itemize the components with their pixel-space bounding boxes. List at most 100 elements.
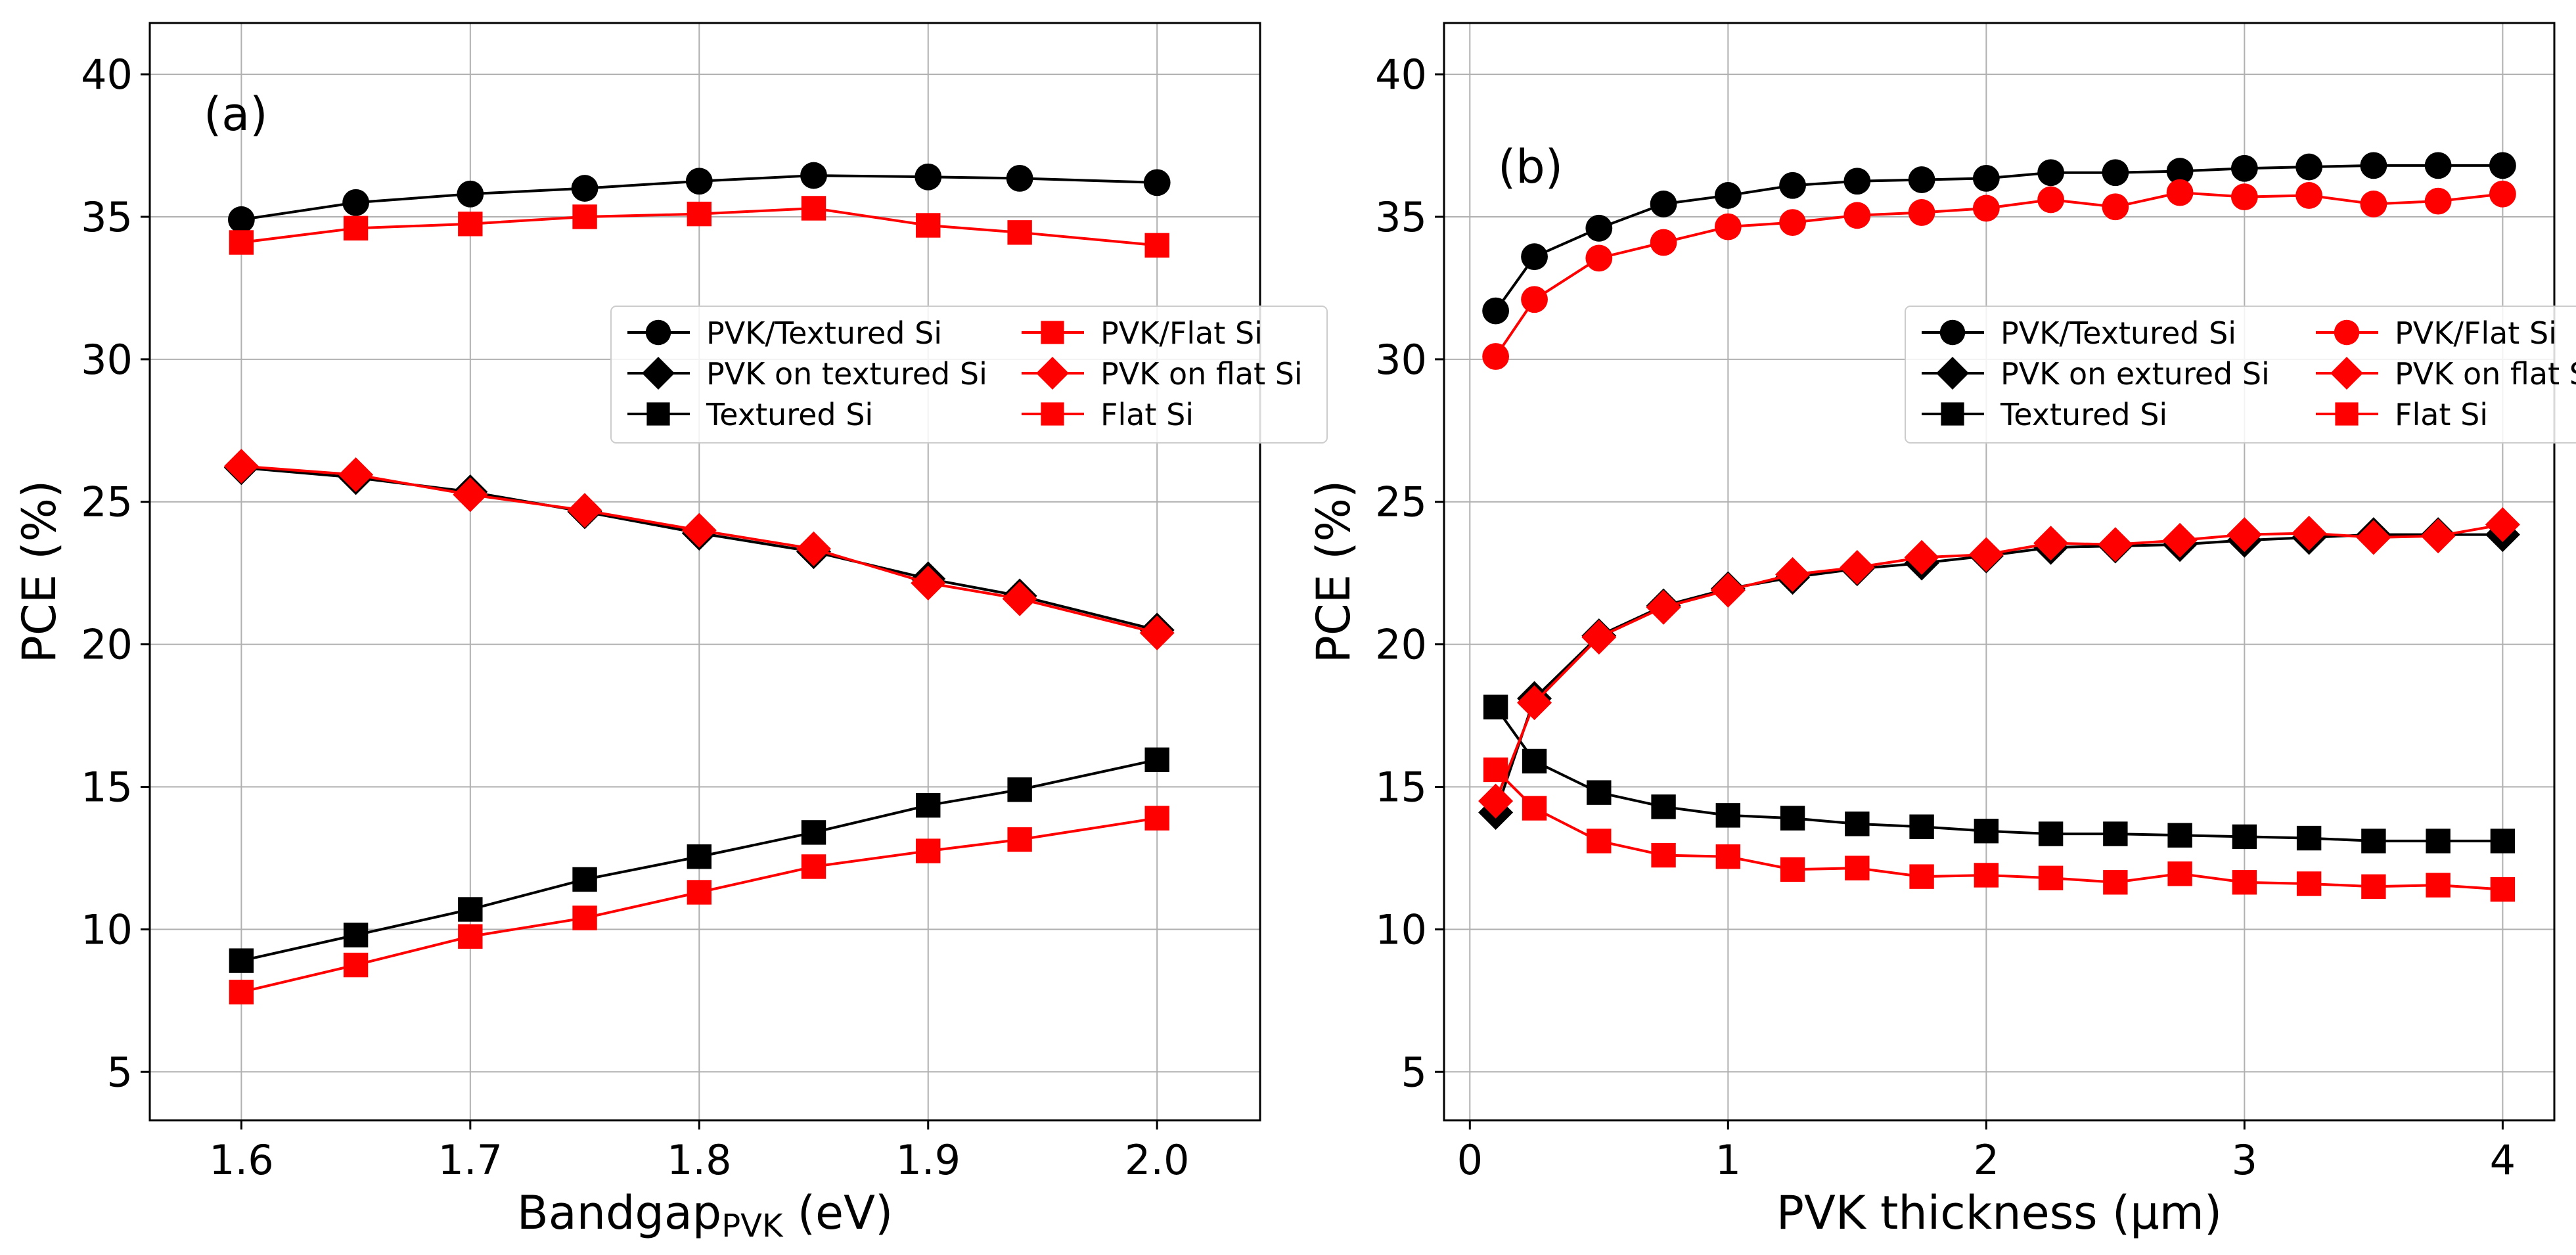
data-point-a-2-6 (916, 792, 941, 818)
data-point-b-5-15 (2426, 873, 2451, 898)
x-axis-label-main-a: Bandgap (517, 1186, 721, 1240)
x-tick-label-b-0: 0 (1457, 1136, 1483, 1184)
data-point-a-2-2 (458, 897, 483, 922)
data-point-b-2-1 (1522, 748, 1547, 774)
data-point-a-4-3 (567, 493, 602, 528)
data-point-b-4-16 (2485, 507, 2520, 542)
data-point-b-3-6 (1843, 202, 1871, 229)
data-point-b-0-14 (2360, 152, 2387, 179)
data-point-b-0-1 (1521, 243, 1548, 271)
y-tick-label-b-4: 25 (1375, 478, 1427, 526)
data-point-a-4-2 (453, 477, 488, 513)
data-point-b-5-10 (2103, 870, 2128, 895)
y-tick-label-b-3: 20 (1375, 621, 1427, 669)
y-tick-label-a-0: 5 (107, 1048, 133, 1096)
series-line-b-1 (1494, 533, 2503, 813)
data-point-a-0-5 (800, 162, 827, 189)
x-tick-label-b-3: 3 (2232, 1136, 2257, 1184)
data-point-b-4-0 (1478, 783, 1514, 819)
data-point-b-5-7 (1909, 864, 1934, 889)
panel-a: 1.6 1.7 1.8 1.9 2.0 5 10 15 20 25 30 35 40 (a) PCE (… (12, 22, 1328, 1244)
data-point-b-2-8 (1974, 819, 1999, 844)
x-tick-label-b-1: 1 (1715, 1136, 1741, 1184)
legend-label-b-5: Flat Si (2395, 397, 2488, 432)
data-point-b-2-9 (2038, 821, 2064, 846)
data-point-b-2-4 (1715, 803, 1741, 828)
data-point-b-5-9 (2038, 865, 2064, 890)
data-point-b-3-5 (1779, 209, 1806, 237)
series-b-5 (1483, 757, 2516, 902)
y-tick-label-a-4: 25 (81, 478, 133, 526)
legend-marker-a-0 (645, 319, 671, 346)
legend-marker-b-0 (1939, 319, 1966, 346)
x-tick-label-a-3: 1.9 (895, 1136, 960, 1184)
data-point-b-0-16 (2489, 152, 2516, 179)
x-axis-label-sub-a: PVK (721, 1208, 784, 1244)
data-point-b-2-11 (2167, 823, 2192, 848)
data-point-a-3-6 (916, 213, 941, 238)
data-point-b-0-9 (2037, 159, 2065, 187)
data-point-b-2-7 (1909, 814, 1934, 839)
data-point-a-4-8 (1139, 615, 1175, 650)
data-point-a-5-8 (1144, 806, 1169, 831)
legend-marker-a-4 (1036, 357, 1069, 390)
data-point-b-2-3 (1651, 794, 1676, 819)
data-point-b-5-2 (1587, 829, 1612, 854)
data-point-a-2-5 (801, 820, 826, 845)
series-b-2 (1483, 695, 2516, 854)
series-line-b-5 (1495, 769, 2503, 891)
data-point-a-3-5 (801, 196, 826, 221)
legend-marker-a-1 (642, 357, 675, 390)
data-point-a-0-1 (342, 189, 370, 216)
legend-marker-a-3 (1041, 321, 1064, 344)
data-point-b-2-14 (2361, 829, 2386, 854)
data-point-b-0-6 (1843, 168, 1871, 195)
data-point-a-5-6 (916, 838, 941, 863)
data-point-a-2-7 (1007, 777, 1032, 802)
data-point-a-5-2 (458, 924, 483, 949)
data-point-b-4-1 (1517, 685, 1552, 721)
series-b-0 (1482, 152, 2516, 325)
x-axis-label-a: BandgapPVK (eV) (517, 1186, 893, 1244)
data-point-b-0-12 (2230, 154, 2258, 182)
data-point-b-3-0 (1482, 343, 1510, 370)
panel-label-b: (b) (1498, 140, 1563, 194)
data-point-b-5-0 (1483, 757, 1508, 783)
data-point-a-0-2 (457, 180, 484, 208)
data-point-b-2-13 (2296, 825, 2322, 851)
data-point-b-5-6 (1845, 856, 1870, 880)
legend-marker-b-3 (2334, 319, 2360, 346)
legend-a: PVK/Textured Si PVK on textured Si Texture… (610, 306, 1328, 444)
data-point-b-0-4 (1714, 182, 1742, 209)
data-point-a-4-6 (911, 565, 946, 601)
y-tick-label-b-7: 40 (1375, 51, 1427, 99)
data-point-b-3-14 (2360, 191, 2387, 217)
y-tick-label-a-2: 15 (81, 763, 133, 811)
legend-label-a-5: Flat Si (1100, 397, 1194, 432)
data-point-b-2-2 (1587, 780, 1612, 805)
series-b-3 (1482, 179, 2516, 370)
series-a-3 (229, 196, 1169, 258)
legend-label-a-3: PVK/Flat Si (1100, 315, 1263, 351)
data-point-b-5-3 (1651, 842, 1676, 868)
series-b-1 (1478, 517, 2520, 831)
data-point-a-4-0 (223, 448, 259, 484)
data-point-b-0-11 (2166, 158, 2194, 185)
series-a-5 (229, 806, 1169, 1005)
data-point-b-4-13 (2292, 515, 2327, 551)
legend-b: PVK/Textured Si PVK on extured Si Textured… (1905, 306, 2576, 444)
data-point-a-5-1 (343, 952, 369, 978)
y-tick-label-b-2: 15 (1375, 763, 1427, 811)
series-a-2 (229, 747, 1169, 973)
data-point-a-3-1 (343, 216, 369, 241)
data-point-b-5-8 (1974, 863, 1999, 888)
y-tick-label-a-7: 40 (81, 51, 133, 99)
legend-label-b-0: PVK/Textured Si (2000, 315, 2236, 351)
data-point-a-0-6 (915, 163, 942, 191)
data-point-b-0-2 (1585, 214, 1613, 242)
data-point-b-0-10 (2102, 159, 2129, 187)
x-tick-label-a-2: 1.8 (667, 1136, 732, 1184)
y-tick-label-a-6: 35 (81, 193, 133, 241)
data-point-a-0-4 (685, 168, 713, 195)
